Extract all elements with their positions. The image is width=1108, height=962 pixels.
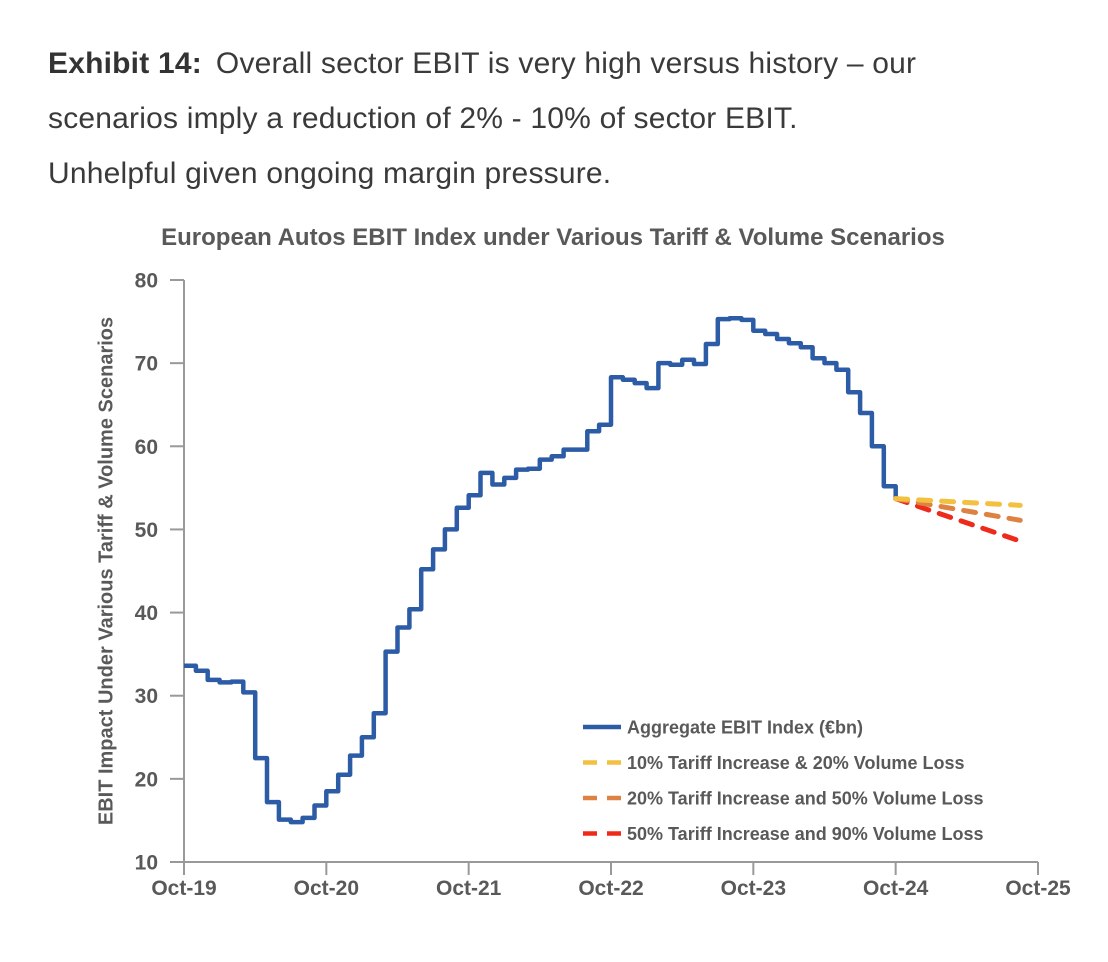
exhibit-caption: Exhibit 14: Overall sector EBIT is very h… bbox=[48, 36, 1068, 201]
x-tick-label: Oct-23 bbox=[721, 877, 786, 900]
caption-line-2: scenarios imply a reduction of 2% - 10% … bbox=[48, 102, 798, 135]
series-line-scenario bbox=[893, 496, 1023, 544]
x-tick-label: Oct-19 bbox=[151, 877, 216, 900]
legend-item: Aggregate EBIT Index (€bn) bbox=[583, 718, 863, 738]
x-tick-label: Oct-24 bbox=[863, 877, 929, 900]
caption-line-1: Exhibit 14: Overall sector EBIT is very h… bbox=[48, 36, 1068, 91]
series-line-scenario bbox=[893, 496, 1023, 508]
y-tick-label: 30 bbox=[135, 685, 158, 708]
y-tick-label: 60 bbox=[135, 436, 158, 459]
x-tick-label: Oct-20 bbox=[294, 877, 359, 900]
legend-item: 20% Tariff Increase and 50% Volume Loss bbox=[583, 789, 983, 809]
legend-label: 50% Tariff Increase and 90% Volume Loss bbox=[627, 824, 983, 844]
legend-label: Aggregate EBIT Index (€bn) bbox=[627, 718, 863, 738]
x-tick-label: Oct-21 bbox=[436, 877, 502, 900]
axis-lines bbox=[183, 280, 1038, 863]
legend-label: 20% Tariff Increase and 50% Volume Loss bbox=[627, 789, 983, 809]
x-tick-label: Oct-25 bbox=[1005, 877, 1071, 900]
caption-text-1: Overall sector EBIT is very high versus … bbox=[215, 47, 917, 80]
data-series bbox=[184, 315, 1023, 825]
series-line-scenario bbox=[893, 496, 1023, 523]
exhibit-number-label: Exhibit 14: bbox=[48, 47, 202, 80]
y-tick-label: 50 bbox=[135, 519, 158, 542]
y-tick-label: 40 bbox=[135, 602, 158, 625]
legend-item: 10% Tariff Increase & 20% Volume Loss bbox=[583, 753, 964, 773]
axes bbox=[170, 279, 1039, 875]
y-tick-label: 80 bbox=[135, 270, 158, 293]
legend: Aggregate EBIT Index (€bn) 10% Tariff Inc… bbox=[583, 718, 983, 844]
chart-title: European Autos EBIT Index under Various … bbox=[161, 224, 945, 251]
y-tick-label: 10 bbox=[135, 852, 158, 875]
x-tick-label: Oct-22 bbox=[578, 877, 643, 900]
legend-item: 50% Tariff Increase and 90% Volume Loss bbox=[583, 824, 983, 844]
y-tick-label: 20 bbox=[135, 768, 158, 791]
y-tick-label: 70 bbox=[135, 353, 158, 376]
legend-label: 10% Tariff Increase & 20% Volume Loss bbox=[627, 753, 964, 773]
caption-line-3: Unhelpful given ongoing margin pressure. bbox=[48, 157, 612, 190]
series-line-aggregate-ebit bbox=[184, 315, 898, 825]
